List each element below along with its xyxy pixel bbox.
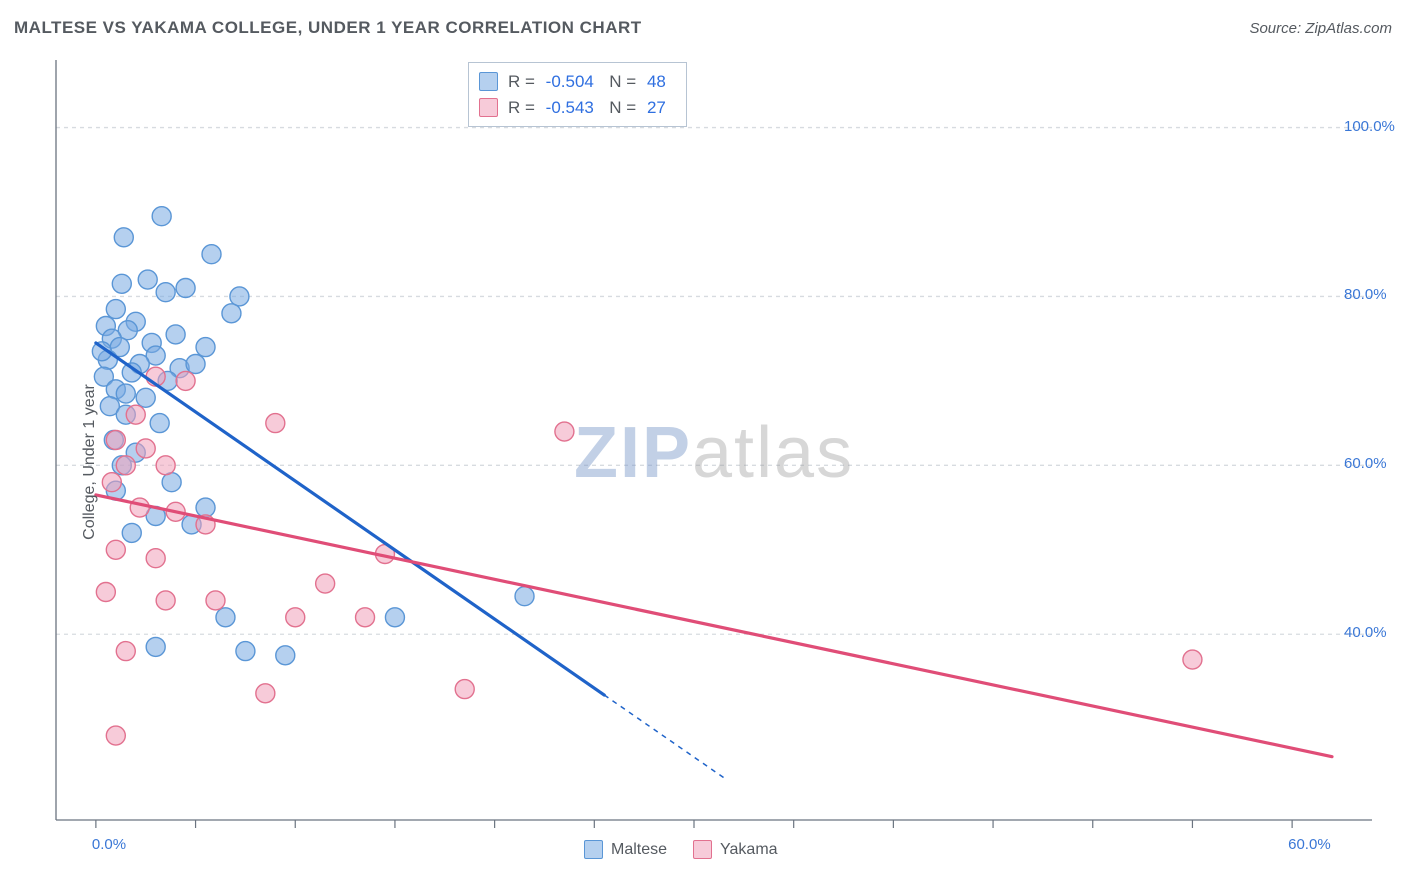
- series-legend: Maltese Yakama: [584, 840, 778, 859]
- series-swatch: [584, 840, 603, 859]
- y-tick-label: 100.0%: [1344, 118, 1395, 135]
- legend-label: Maltese: [611, 841, 667, 859]
- x-tick-label: 60.0%: [1288, 836, 1331, 853]
- y-tick-label: 40.0%: [1344, 624, 1387, 641]
- stats-row: R = -0.504 N = 48: [479, 69, 672, 95]
- plot-area: College, Under 1 year ZIPatlas R = -0.50…: [14, 52, 1392, 872]
- legend-item: Yakama: [693, 840, 778, 859]
- stats-legend-box: R = -0.504 N = 48R = -0.543 N = 27: [468, 62, 687, 127]
- stats-row: R = -0.543 N = 27: [479, 95, 672, 121]
- chart-title: MALTESE VS YAKAMA COLLEGE, UNDER 1 YEAR …: [14, 18, 642, 38]
- series-swatch: [693, 840, 712, 859]
- legend-label: Yakama: [720, 841, 778, 859]
- chart-svg: [14, 52, 1392, 872]
- series-swatch: [479, 72, 498, 91]
- y-tick-label: 60.0%: [1344, 455, 1387, 472]
- x-tick-label: 0.0%: [92, 836, 126, 853]
- series-swatch: [479, 98, 498, 117]
- y-tick-label: 80.0%: [1344, 286, 1387, 303]
- chart-source: Source: ZipAtlas.com: [1249, 20, 1392, 37]
- y-axis-label: College, Under 1 year: [81, 384, 99, 540]
- legend-item: Maltese: [584, 840, 667, 859]
